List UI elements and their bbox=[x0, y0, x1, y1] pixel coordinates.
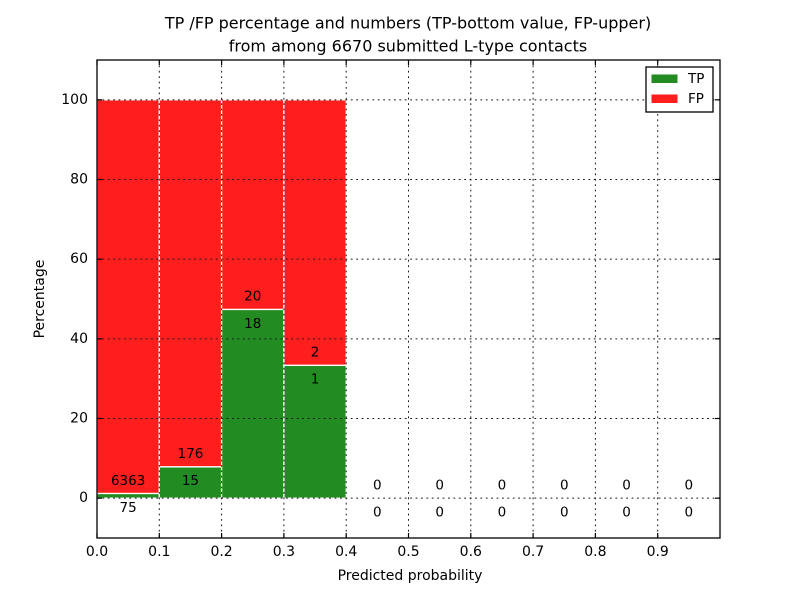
bar-tp-segment bbox=[283, 364, 347, 499]
bar-fp-segment bbox=[220, 99, 285, 311]
x-tick-label: 0.9 bbox=[647, 544, 669, 560]
chart-title-line-1: TP /FP percentage and numbers (TP-bottom… bbox=[164, 14, 651, 33]
tp-count-label: 0 bbox=[498, 505, 507, 521]
tp-count-label: 0 bbox=[622, 505, 631, 521]
bar-fp-segment bbox=[283, 99, 347, 367]
tp-count-label: 1 bbox=[311, 372, 320, 388]
bar-tp-segment bbox=[158, 466, 223, 499]
y-tick-label: 100 bbox=[61, 92, 88, 108]
x-tick-label: 0.6 bbox=[460, 544, 482, 560]
legend-swatch-tp bbox=[651, 74, 678, 83]
y-axis-label: Percentage bbox=[32, 260, 48, 339]
x-axis-label: Predicted probability bbox=[338, 568, 483, 584]
fp-count-label: 0 bbox=[498, 477, 507, 493]
y-tick-label: 0 bbox=[79, 490, 88, 506]
tp-count-label: 0 bbox=[373, 505, 382, 521]
fp-count-label: 0 bbox=[560, 477, 569, 493]
fp-count-label: 0 bbox=[685, 477, 694, 493]
fp-count-label: 0 bbox=[622, 477, 631, 493]
legend-label-fp: FP bbox=[688, 91, 704, 107]
chart-title-line-2: from among 6670 submitted L-type contact… bbox=[229, 37, 587, 56]
x-tick-label: 0.8 bbox=[584, 544, 606, 560]
x-tick-label: 0.3 bbox=[273, 544, 295, 560]
bar-fp-segment bbox=[158, 99, 223, 468]
x-tick-label: 0.2 bbox=[210, 544, 232, 560]
tp-count-label: 75 bbox=[120, 500, 137, 516]
x-tick-label: 0.0 bbox=[86, 544, 108, 560]
legend-swatch-fp bbox=[651, 94, 678, 103]
fp-count-label: 0 bbox=[435, 477, 444, 493]
x-tick-label: 0.7 bbox=[522, 544, 544, 560]
tp-count-label: 18 bbox=[244, 316, 261, 332]
fp-count-label: 6363 bbox=[111, 473, 145, 489]
y-tick-label: 20 bbox=[70, 411, 88, 427]
x-tick-label: 0.4 bbox=[335, 544, 357, 560]
legend-label-tp: TP bbox=[687, 71, 704, 87]
tp-count-label: 0 bbox=[685, 505, 694, 521]
x-tick-label: 0.1 bbox=[148, 544, 170, 560]
x-tick-label: 0.5 bbox=[397, 544, 419, 560]
fp-count-label: 20 bbox=[244, 289, 261, 305]
fp-count-label: 176 bbox=[178, 446, 204, 462]
y-tick-label: 40 bbox=[70, 331, 88, 347]
tp-count-label: 15 bbox=[182, 473, 199, 489]
tp-count-label: 0 bbox=[560, 505, 569, 521]
bar-fp-segment bbox=[96, 99, 160, 495]
y-tick-label: 80 bbox=[70, 172, 88, 188]
bar-tp-segment bbox=[220, 308, 285, 499]
tp-count-label: 0 bbox=[435, 505, 444, 521]
bar-tp-segment bbox=[96, 492, 160, 499]
fp-count-label: 0 bbox=[373, 477, 382, 493]
y-tick-label: 60 bbox=[70, 251, 88, 267]
fp-count-label: 2 bbox=[311, 345, 320, 361]
